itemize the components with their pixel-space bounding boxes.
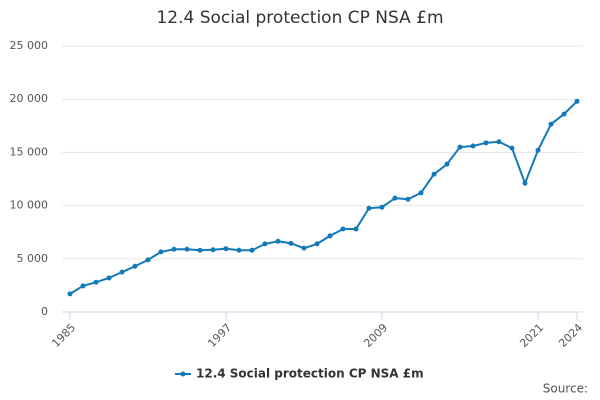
point bbox=[457, 144, 463, 150]
point bbox=[184, 246, 190, 252]
point bbox=[548, 121, 554, 127]
point bbox=[522, 180, 528, 186]
point bbox=[379, 204, 385, 210]
point bbox=[392, 195, 398, 201]
legend-marker bbox=[180, 371, 186, 377]
point bbox=[431, 171, 437, 177]
point bbox=[171, 246, 177, 252]
point bbox=[236, 247, 242, 253]
point bbox=[405, 196, 411, 202]
source: Source: bbox=[543, 382, 588, 396]
point bbox=[327, 233, 333, 239]
point bbox=[145, 257, 151, 263]
point bbox=[561, 111, 567, 117]
point bbox=[509, 145, 515, 151]
series-line bbox=[69, 100, 578, 295]
point bbox=[470, 143, 476, 149]
point bbox=[106, 275, 112, 281]
point bbox=[483, 140, 489, 146]
point bbox=[535, 147, 541, 153]
point bbox=[249, 247, 255, 253]
point bbox=[444, 161, 450, 167]
y-tick-label: 10 000 bbox=[10, 199, 49, 212]
point bbox=[158, 249, 164, 255]
point bbox=[93, 279, 99, 285]
point bbox=[574, 98, 580, 104]
legend-label: 12.4 Social protection CP NSA £m bbox=[196, 367, 424, 381]
x-tick-label: 1997 bbox=[205, 321, 234, 350]
point bbox=[340, 226, 346, 232]
point bbox=[301, 245, 307, 251]
x-tick-label: 2009 bbox=[361, 321, 390, 350]
point bbox=[67, 291, 73, 297]
y-tick-label: 5 000 bbox=[17, 252, 49, 265]
point bbox=[132, 263, 138, 269]
point bbox=[496, 139, 502, 145]
y-tick-label: 0 bbox=[41, 305, 48, 318]
x-tick-label: 2024 bbox=[556, 321, 585, 350]
point bbox=[353, 226, 359, 232]
point bbox=[275, 238, 281, 244]
chart-title: 12.4 Social protection CP NSA £m bbox=[156, 8, 443, 28]
y-tick-label: 25 000 bbox=[10, 39, 49, 52]
point bbox=[418, 190, 424, 196]
y-tick-label: 20 000 bbox=[10, 92, 49, 105]
x-tick-label: 2021 bbox=[517, 321, 546, 350]
point bbox=[366, 205, 372, 211]
point bbox=[197, 247, 203, 253]
point bbox=[80, 283, 86, 289]
point bbox=[119, 269, 125, 275]
point bbox=[314, 241, 320, 247]
x-tick-label: 1985 bbox=[49, 321, 78, 350]
point bbox=[210, 247, 216, 253]
point bbox=[288, 240, 294, 246]
y-tick-label: 15 000 bbox=[10, 145, 49, 158]
point bbox=[223, 246, 229, 252]
point bbox=[262, 241, 268, 247]
